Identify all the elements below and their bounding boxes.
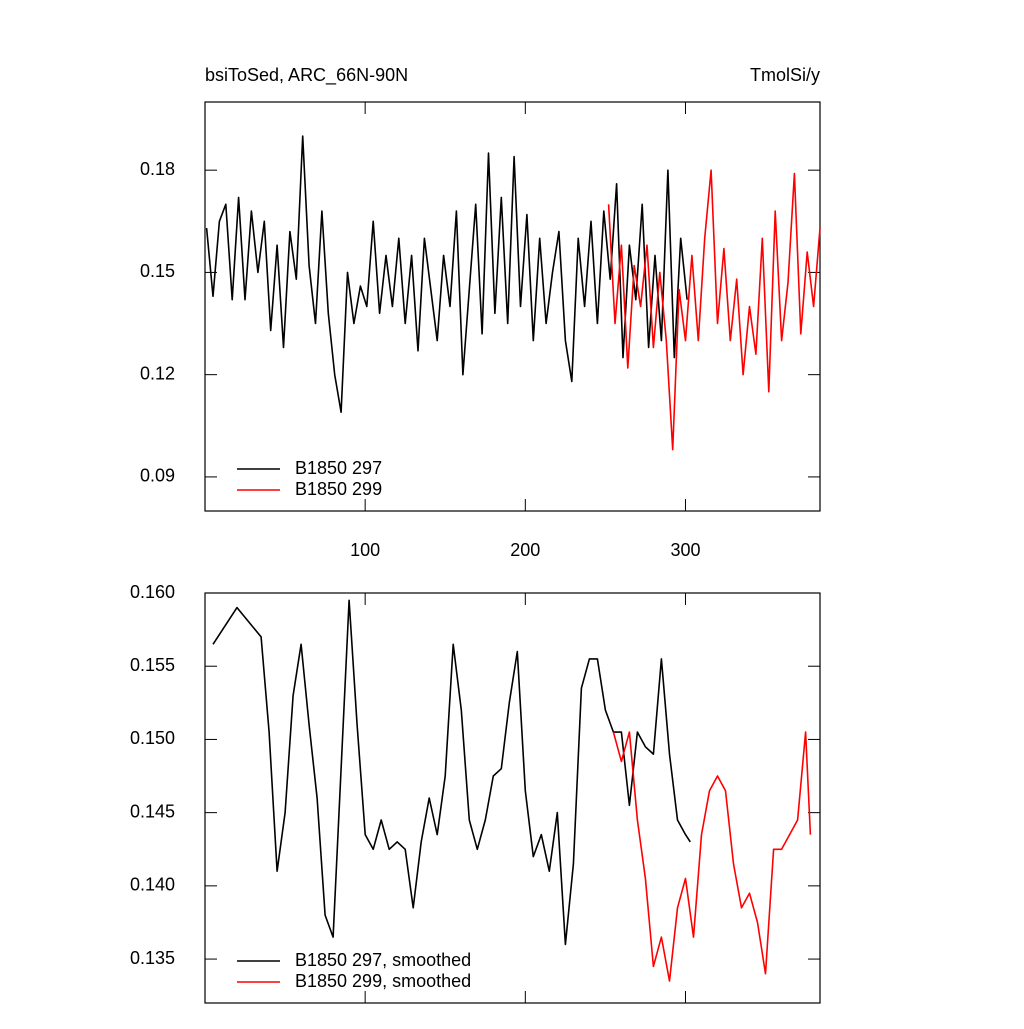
x-tick-label: 300 <box>670 540 700 560</box>
series-line <box>212 599 691 946</box>
y-tick-label: 0.18 <box>140 159 175 179</box>
y-tick-label: 0.15 <box>140 261 175 281</box>
y-tick-label: 0.155 <box>130 655 175 675</box>
y-tick-label: 0.150 <box>130 728 175 748</box>
legend-label: B1850 297 <box>295 458 382 478</box>
y-tick-label: 0.135 <box>130 948 175 968</box>
chart-title: bsiToSed, ARC_66N-90N <box>205 65 408 86</box>
legend-label: B1850 299, smoothed <box>295 971 471 991</box>
y-tick-label: 0.12 <box>140 363 175 383</box>
y-tick-label: 0.140 <box>130 875 175 895</box>
plot-frame <box>204 592 821 1004</box>
plot-frame <box>204 101 821 512</box>
units-label: TmolSi/y <box>750 65 820 85</box>
y-tick-label: 0.145 <box>130 801 175 821</box>
series-line <box>607 169 821 451</box>
y-tick-label: 0.09 <box>140 466 175 486</box>
series-line <box>612 731 812 982</box>
legend-label: B1850 297, smoothed <box>295 950 471 970</box>
y-tick-label: 0.160 <box>130 582 175 602</box>
x-tick-label: 100 <box>350 540 380 560</box>
series-line <box>205 135 688 413</box>
x-tick-label: 200 <box>510 540 540 560</box>
legend-label: B1850 299 <box>295 479 382 499</box>
